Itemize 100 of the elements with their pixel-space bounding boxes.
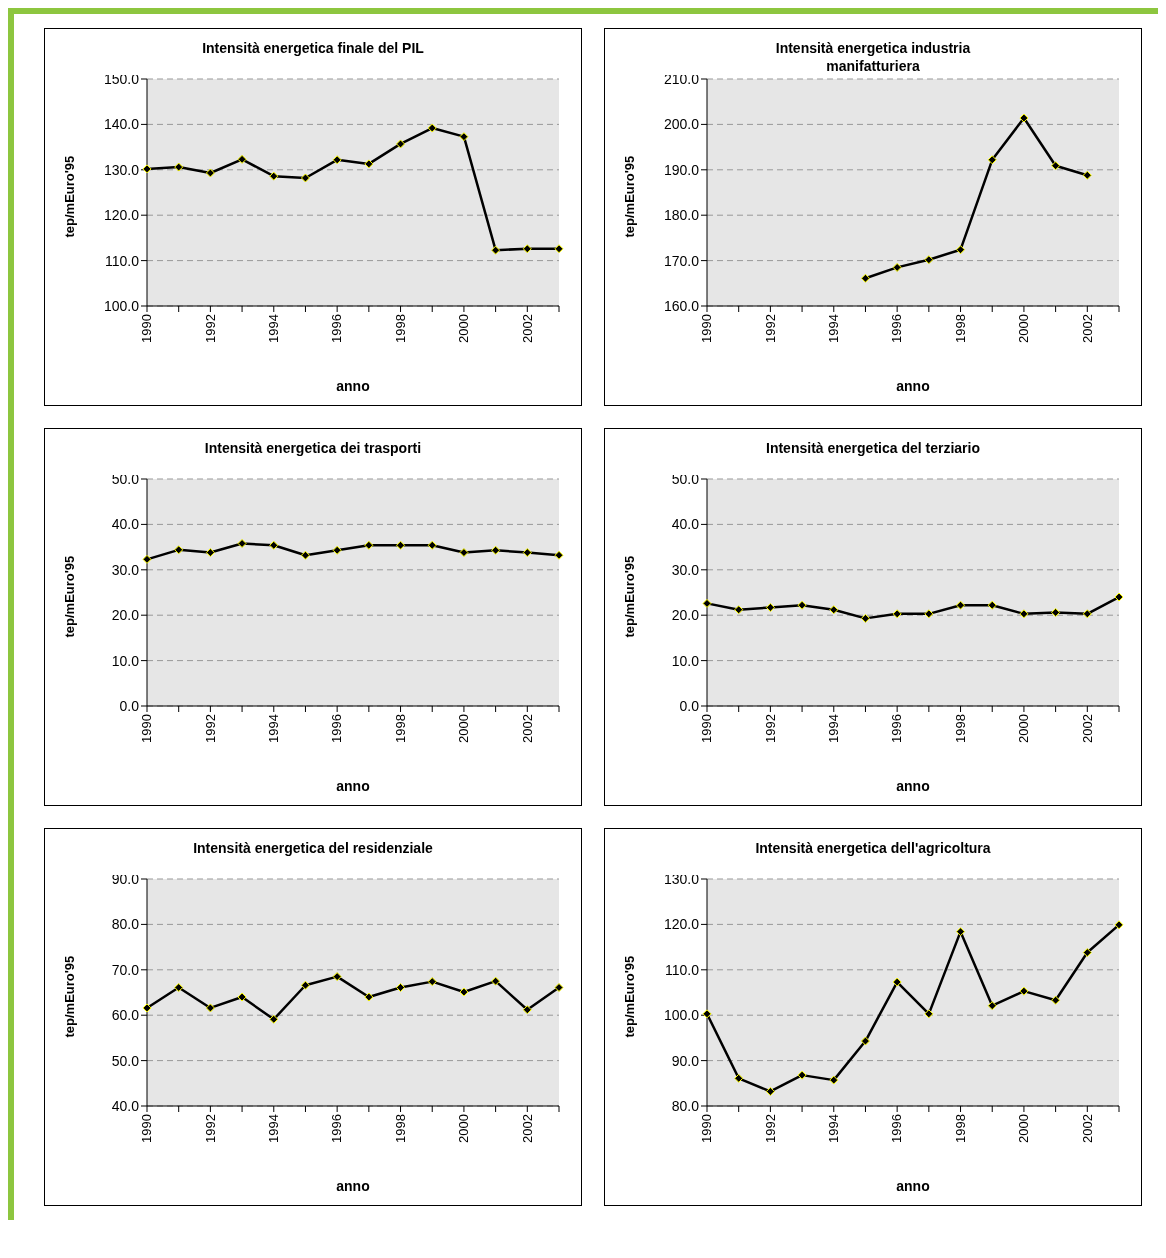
- x-tick-label: 1992: [762, 714, 778, 743]
- point: [1114, 592, 1124, 602]
- x-tick-label: 1992: [762, 314, 778, 343]
- point: [205, 1003, 215, 1013]
- point: [987, 600, 997, 610]
- x-tick-label: 1996: [889, 714, 905, 743]
- x-axis-title: anno: [336, 1178, 370, 1194]
- point: [1082, 170, 1092, 180]
- y-tick-label: 170.0: [663, 252, 700, 269]
- y-tick-label: 140.0: [103, 116, 140, 133]
- point: [956, 245, 966, 255]
- x-tick-label: 1990: [139, 314, 155, 343]
- point: [797, 600, 807, 610]
- point: [300, 980, 310, 990]
- point: [702, 598, 712, 608]
- point: [174, 983, 184, 993]
- y-tick-label: 130.0: [663, 870, 700, 887]
- x-axis-title: anno: [896, 378, 930, 394]
- point: [174, 545, 184, 555]
- y-tick-label: 100.0: [103, 297, 140, 314]
- point: [956, 600, 966, 610]
- y-tick-label: 160.0: [663, 297, 700, 314]
- x-tick-label: 1994: [266, 314, 281, 343]
- y-tick-label: 30.0: [671, 561, 700, 578]
- x-tick-label: 1998: [392, 314, 408, 343]
- point: [554, 244, 564, 254]
- x-tick-label: 2002: [519, 1114, 535, 1143]
- point: [1051, 607, 1061, 617]
- y-tick-label: 110.0: [665, 961, 700, 978]
- x-tick-label: 1994: [266, 714, 281, 743]
- y-axis-title: tep/mEuro'95: [621, 955, 637, 1038]
- point: [924, 255, 934, 265]
- point: [237, 538, 247, 548]
- x-tick-label: 1990: [139, 1114, 155, 1143]
- x-tick-label: 2000: [456, 1114, 472, 1143]
- x-tick-label: 1994: [826, 714, 841, 743]
- point: [491, 545, 501, 555]
- x-tick-label: 2002: [519, 714, 535, 743]
- point: [427, 977, 437, 987]
- point: [300, 550, 310, 560]
- y-tick-label: 10.0: [111, 652, 140, 669]
- point: [269, 171, 279, 181]
- point: [459, 548, 469, 558]
- point: [829, 605, 839, 615]
- point: [522, 548, 532, 558]
- point: [1019, 986, 1029, 996]
- x-tick-label: 1990: [139, 714, 155, 743]
- point: [459, 132, 469, 142]
- point: [332, 155, 342, 165]
- x-tick-label: 1990: [699, 314, 715, 343]
- chart-title: Intensità energetica industria manifatturiera: [774, 39, 972, 75]
- x-tick-label: 2000: [456, 714, 472, 743]
- point: [332, 545, 342, 555]
- x-tick-label: 2000: [1016, 1114, 1032, 1143]
- chart-title: Intensità energetica dei trasporti: [203, 439, 423, 458]
- y-axis-title: tep/mEuro'95: [621, 155, 637, 238]
- x-tick-label: 1994: [826, 314, 841, 343]
- point: [364, 992, 374, 1002]
- point: [396, 139, 406, 149]
- x-tick-label: 1996: [329, 314, 345, 343]
- point: [269, 1014, 279, 1024]
- y-tick-label: 90.0: [671, 1052, 700, 1069]
- x-tick-label: 2000: [1016, 714, 1032, 743]
- x-tick-label: 1996: [889, 314, 905, 343]
- point: [1019, 113, 1029, 123]
- point: [427, 123, 437, 133]
- x-tick-label: 1998: [952, 314, 968, 343]
- x-tick-label: 2002: [1079, 314, 1095, 343]
- point: [364, 159, 374, 169]
- x-tick-label: 1998: [952, 1114, 968, 1143]
- point: [924, 1009, 934, 1019]
- y-axis-title: tep/mEuro'95: [61, 155, 77, 238]
- point: [734, 1073, 744, 1083]
- point: [765, 1086, 775, 1096]
- point: [300, 173, 310, 183]
- point: [924, 609, 934, 619]
- point: [1051, 161, 1061, 171]
- point: [892, 609, 902, 619]
- point: [860, 273, 870, 283]
- y-tick-label: 50.0: [111, 1052, 140, 1069]
- point: [427, 540, 437, 550]
- y-tick-label: 40.0: [111, 516, 140, 533]
- y-axis-title: tep/mEuro'95: [61, 955, 77, 1038]
- point: [1019, 609, 1029, 619]
- point: [956, 927, 966, 937]
- x-tick-label: 1994: [826, 1114, 841, 1143]
- point: [829, 1075, 839, 1085]
- y-tick-label: 210.0: [663, 70, 700, 87]
- y-tick-label: 100.0: [663, 1007, 700, 1024]
- y-tick-label: 50.0: [671, 470, 700, 487]
- y-tick-label: 40.0: [111, 1097, 140, 1114]
- x-tick-label: 2000: [456, 314, 472, 343]
- y-tick-label: 80.0: [111, 916, 140, 933]
- y-tick-label: 130.0: [103, 161, 140, 178]
- y-axis-title: tep/mEuro'95: [621, 555, 637, 638]
- point: [987, 1001, 997, 1011]
- chart-title: Intensità energetica finale del PIL: [201, 39, 425, 58]
- x-tick-label: 1996: [889, 1114, 905, 1143]
- x-tick-label: 1992: [202, 314, 218, 343]
- y-tick-label: 200.0: [663, 116, 700, 133]
